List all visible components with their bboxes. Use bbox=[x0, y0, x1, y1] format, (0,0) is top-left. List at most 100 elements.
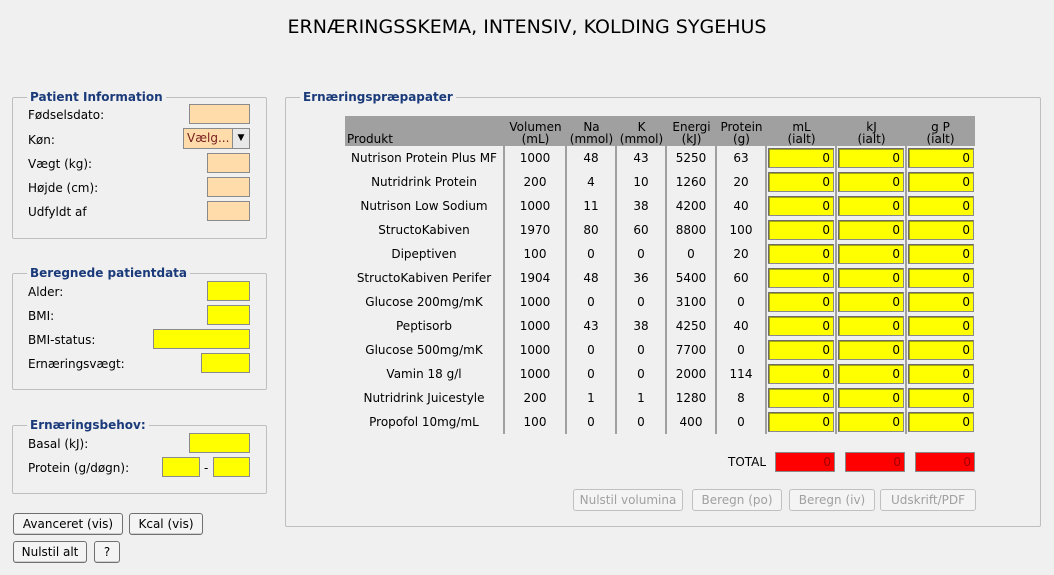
cell-k: 60 bbox=[617, 218, 667, 242]
header-product: Produkt bbox=[345, 116, 505, 146]
gp-total-input[interactable]: 0 bbox=[908, 220, 974, 240]
cell-protein: 8 bbox=[717, 386, 767, 410]
cell-ml-total: 0 bbox=[767, 170, 837, 194]
ml-total-input[interactable]: 0 bbox=[768, 388, 834, 408]
kj-total-input[interactable]: 0 bbox=[838, 268, 904, 288]
protein-min-field bbox=[162, 457, 200, 477]
birthdate-field[interactable] bbox=[189, 104, 250, 124]
header-volume-title: Volumen bbox=[509, 120, 562, 134]
bmi-field bbox=[207, 305, 250, 325]
ml-total-input[interactable]: 0 bbox=[768, 268, 834, 288]
filled-by-field[interactable] bbox=[207, 201, 250, 221]
cell-ml-total: 0 bbox=[767, 338, 837, 362]
total-kj-field: 0 bbox=[845, 452, 905, 472]
products-group: Ernæringspræpapater bbox=[285, 90, 1041, 527]
gender-select[interactable]: Vælg... ▼ bbox=[183, 128, 250, 149]
gp-total-input[interactable]: 0 bbox=[908, 292, 974, 312]
calculate-iv-button[interactable]: Beregn (iv) bbox=[789, 489, 875, 511]
kj-total-input[interactable]: 0 bbox=[838, 292, 904, 312]
cell-gp-total: 0 bbox=[907, 194, 975, 218]
table-row: StructoKabiven Perifer 1904 48 36 5400 60 0 0 0 bbox=[345, 266, 975, 290]
kj-total-input[interactable]: 0 bbox=[838, 148, 904, 168]
help-button[interactable]: ? bbox=[94, 541, 120, 563]
kj-total-input[interactable]: 0 bbox=[838, 244, 904, 264]
weight-label: Vægt (kg): bbox=[28, 157, 93, 171]
cell-kj-total: 0 bbox=[837, 242, 907, 266]
gp-total-input[interactable]: 0 bbox=[908, 244, 974, 264]
cell-kj-total: 0 bbox=[837, 218, 907, 242]
gp-total-input[interactable]: 0 bbox=[908, 172, 974, 192]
cell-volume: 1904 bbox=[505, 266, 567, 290]
cell-gp-total: 0 bbox=[907, 218, 975, 242]
cell-k: 36 bbox=[617, 266, 667, 290]
cell-gp-total: 0 bbox=[907, 242, 975, 266]
cell-energy: 2000 bbox=[667, 362, 717, 386]
calculate-po-button[interactable]: Beregn (po) bbox=[692, 489, 782, 511]
ml-total-input[interactable]: 0 bbox=[768, 196, 834, 216]
kcal-toggle-button[interactable]: Kcal (vis) bbox=[129, 513, 203, 535]
gp-total-input[interactable]: 0 bbox=[908, 388, 974, 408]
ml-total-input[interactable]: 0 bbox=[768, 292, 834, 312]
header-energy-unit: (kJ) bbox=[681, 132, 702, 146]
cell-ml-total: 0 bbox=[767, 242, 837, 266]
bmi-status-field bbox=[153, 329, 250, 349]
total-ml-field: 0 bbox=[775, 452, 835, 472]
kj-total-input[interactable]: 0 bbox=[838, 340, 904, 360]
gp-total-input[interactable]: 0 bbox=[908, 196, 974, 216]
cell-energy: 1260 bbox=[667, 170, 717, 194]
ml-total-input[interactable]: 0 bbox=[768, 220, 834, 240]
kj-total-input[interactable]: 0 bbox=[838, 316, 904, 336]
gp-total-input[interactable]: 0 bbox=[908, 340, 974, 360]
height-field[interactable] bbox=[207, 177, 250, 197]
gp-total-input[interactable]: 0 bbox=[908, 412, 974, 432]
gp-total-input[interactable]: 0 bbox=[908, 364, 974, 384]
nutrition-weight-label: Ernæringsvægt: bbox=[28, 357, 125, 371]
table-row: Propofol 10mg/mL 100 0 0 400 0 0 0 0 bbox=[345, 410, 975, 434]
header-protein-unit: (g) bbox=[733, 132, 750, 146]
cell-ml-total: 0 bbox=[767, 194, 837, 218]
cell-k: 0 bbox=[617, 410, 667, 434]
kj-total-input[interactable]: 0 bbox=[838, 412, 904, 432]
filled-by-label: Udfyldt af bbox=[28, 205, 87, 219]
table-row: Nutridrink Juicestyle 200 1 1 1280 8 0 0 0 bbox=[345, 386, 975, 410]
cell-volume: 1000 bbox=[505, 194, 567, 218]
header-ml-total-unit: (ialt) bbox=[787, 132, 816, 146]
cell-name: Glucose 500mg/mK bbox=[345, 338, 505, 362]
kj-total-input[interactable]: 0 bbox=[838, 196, 904, 216]
kj-total-input[interactable]: 0 bbox=[838, 364, 904, 384]
weight-field[interactable] bbox=[207, 153, 250, 173]
cell-name: Nutrison Low Sodium bbox=[345, 194, 505, 218]
ml-total-input[interactable]: 0 bbox=[768, 340, 834, 360]
products-legend: Ernæringspræpapater bbox=[303, 90, 453, 104]
cell-na: 0 bbox=[567, 290, 617, 314]
print-pdf-button[interactable]: Udskrift/PDF bbox=[880, 489, 976, 511]
ml-total-input[interactable]: 0 bbox=[768, 364, 834, 384]
cell-volume: 1000 bbox=[505, 146, 567, 170]
bmi-status-label: BMI-status: bbox=[28, 333, 96, 347]
advanced-toggle-button[interactable]: Avanceret (vis) bbox=[13, 513, 123, 535]
cell-na: 48 bbox=[567, 266, 617, 290]
cell-kj-total: 0 bbox=[837, 410, 907, 434]
ml-total-input[interactable]: 0 bbox=[768, 244, 834, 264]
cell-name: StructoKabiven bbox=[345, 218, 505, 242]
ml-total-input[interactable]: 0 bbox=[768, 412, 834, 432]
header-k-unit: (mmol) bbox=[619, 132, 664, 146]
total-gp-field: 0 bbox=[915, 452, 975, 472]
cell-na: 80 bbox=[567, 218, 617, 242]
chevron-down-icon[interactable]: ▼ bbox=[232, 129, 249, 148]
ml-total-input[interactable]: 0 bbox=[768, 148, 834, 168]
kj-total-input[interactable]: 0 bbox=[838, 172, 904, 192]
ml-total-input[interactable]: 0 bbox=[768, 172, 834, 192]
kj-total-input[interactable]: 0 bbox=[838, 388, 904, 408]
reset-all-button[interactable]: Nulstil alt bbox=[13, 541, 87, 563]
reset-volumes-button[interactable]: Nulstil volumina bbox=[573, 489, 683, 511]
cell-energy: 5400 bbox=[667, 266, 717, 290]
kj-total-input[interactable]: 0 bbox=[838, 220, 904, 240]
gp-total-input[interactable]: 0 bbox=[908, 316, 974, 336]
gp-total-input[interactable]: 0 bbox=[908, 268, 974, 288]
header-gp-total-title: g P bbox=[931, 120, 950, 134]
cell-k: 0 bbox=[617, 290, 667, 314]
gp-total-input[interactable]: 0 bbox=[908, 148, 974, 168]
ml-total-input[interactable]: 0 bbox=[768, 316, 834, 336]
cell-protein: 63 bbox=[717, 146, 767, 170]
